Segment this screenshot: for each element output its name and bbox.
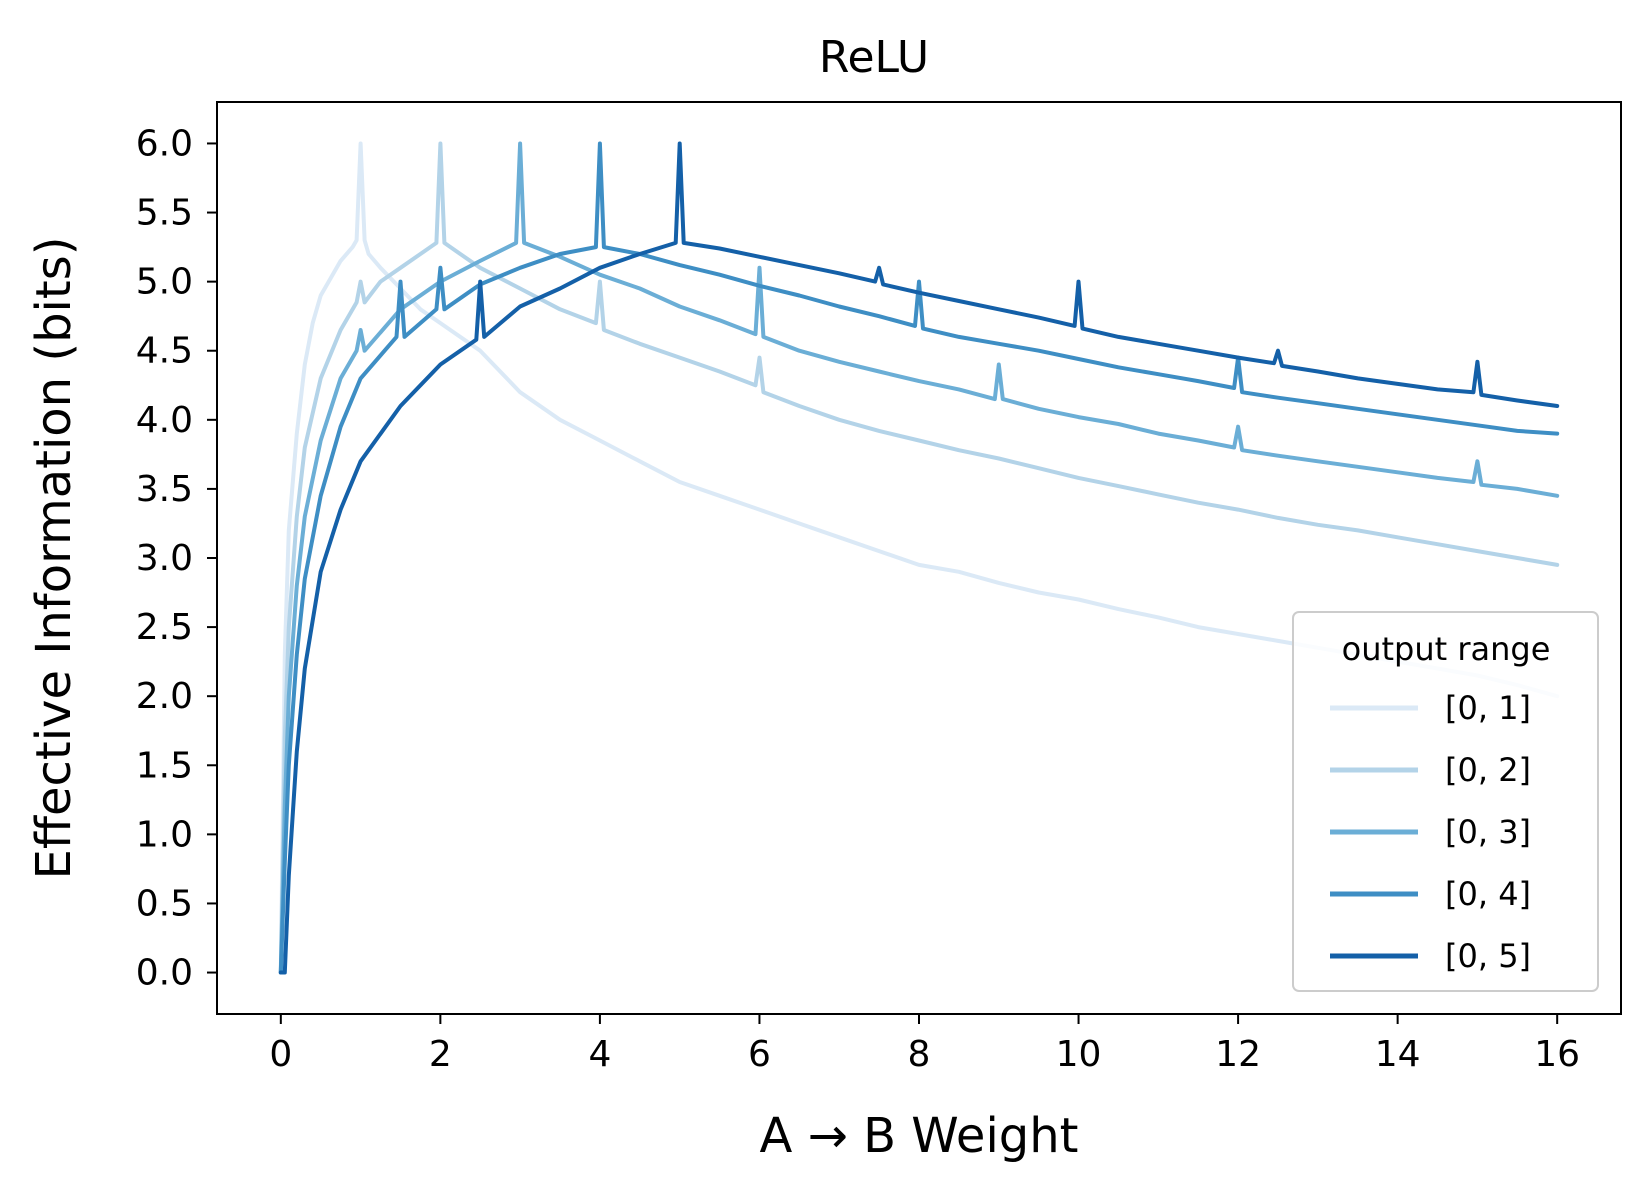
y-tick-label: 5.5 <box>136 193 193 234</box>
x-tick-label: 0 <box>269 1034 292 1075</box>
x-tick-label: 12 <box>1215 1034 1261 1075</box>
x-axis-label: A → B Weight <box>760 1108 1079 1164</box>
legend-box <box>1292 611 1599 992</box>
x-tick-label: 4 <box>588 1034 611 1075</box>
x-tick-label: 14 <box>1375 1034 1421 1075</box>
x-tick-label: 2 <box>429 1034 452 1075</box>
y-axis-label: Effective Information (bits) <box>26 237 82 880</box>
legend-title: output range <box>1342 630 1551 668</box>
x-axis-ticks: 0 2 4 6 8 10 12 14 16 <box>269 1014 1580 1075</box>
x-tick-label: 6 <box>748 1034 771 1075</box>
y-tick-label: 6.0 <box>136 123 193 164</box>
legend-label: [0, 3] <box>1445 813 1531 851</box>
series-line-3 <box>278 141 1560 975</box>
y-tick-label: 1.0 <box>136 814 193 855</box>
y-tick-label: 1.5 <box>136 745 193 786</box>
legend-label: [0, 5] <box>1445 937 1531 975</box>
chart-title: ReLU <box>819 32 929 83</box>
series-line-2 <box>278 141 1560 975</box>
series-line-5 <box>278 141 1560 975</box>
x-tick-label: 8 <box>908 1034 931 1075</box>
y-tick-label: 3.5 <box>136 469 193 510</box>
y-tick-label: 2.5 <box>136 607 193 648</box>
x-tick-label: 10 <box>1056 1034 1102 1075</box>
y-axis-ticks: 0.0 0.5 1.0 1.5 2.0 2.5 3.0 3.5 4.0 4.5 5.0 5.5 6.0 <box>136 123 217 994</box>
y-tick-label: 3.0 <box>136 538 193 579</box>
y-tick-label: 2.0 <box>136 676 193 717</box>
legend-label: [0, 2] <box>1445 751 1531 789</box>
series-line-4 <box>278 141 1560 975</box>
legend: output range [0, 1] [0, 2] [0, 3] [0, 4] [0,… <box>1292 611 1599 992</box>
legend-label: [0, 4] <box>1445 875 1531 913</box>
series-lines <box>278 141 1560 975</box>
y-tick-label: 5.0 <box>136 262 193 303</box>
series-line-1 <box>278 141 1560 975</box>
legend-label: [0, 1] <box>1445 689 1531 727</box>
y-tick-label: 0.5 <box>136 883 193 924</box>
y-tick-label: 4.0 <box>136 400 193 441</box>
y-tick-label: 4.5 <box>136 331 193 372</box>
y-tick-label: 0.0 <box>136 953 193 994</box>
x-tick-label: 16 <box>1534 1034 1580 1075</box>
